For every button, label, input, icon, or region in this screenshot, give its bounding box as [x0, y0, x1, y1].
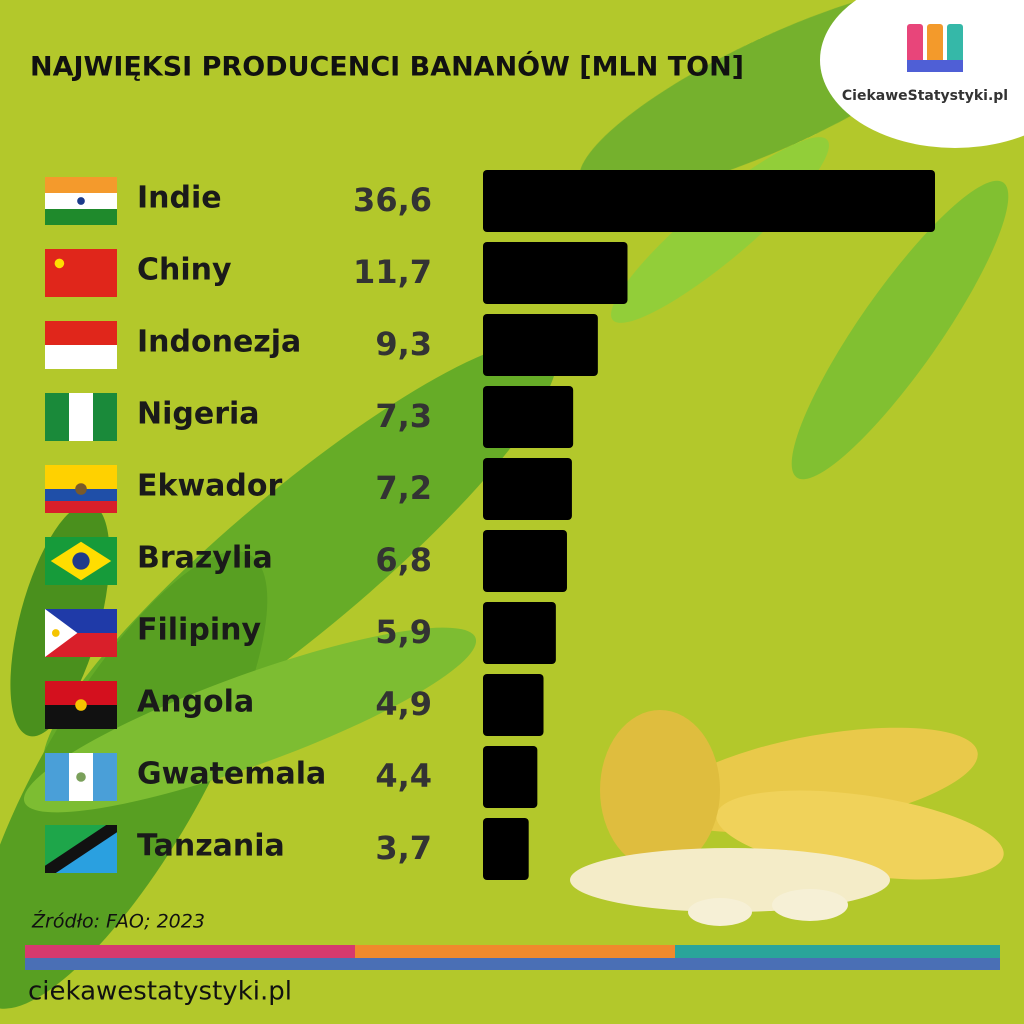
flag: [45, 753, 117, 801]
category-label: Brazylia: [137, 541, 273, 576]
flag-part: [45, 345, 117, 369]
flag-part: [45, 609, 78, 657]
flag-part: [45, 393, 69, 441]
category-label: Nigeria: [137, 397, 260, 432]
flag: [45, 681, 117, 729]
flag-part: [45, 753, 69, 801]
category-label: Gwatemala: [137, 757, 326, 792]
bar: [483, 242, 628, 304]
category-label: Indie: [137, 181, 222, 216]
flag-part: [77, 197, 85, 205]
category-label: Chiny: [137, 253, 232, 288]
flag-part: [45, 249, 117, 297]
bar: [483, 674, 544, 736]
flag-part: [45, 825, 117, 873]
flag-part: [45, 177, 117, 193]
flag: [45, 249, 117, 297]
flag-part: [93, 753, 117, 801]
logo-badge: [820, 0, 1024, 148]
flag: [45, 321, 117, 369]
value-label: 36,6: [353, 181, 432, 219]
bar: [483, 530, 567, 592]
category-label: Filipiny: [137, 613, 261, 648]
flag: [45, 177, 117, 225]
value-label: 11,7: [353, 253, 432, 291]
category-label: Tanzania: [137, 829, 285, 864]
bar: [483, 818, 529, 880]
bar: [483, 314, 598, 376]
flag-part: [45, 209, 117, 225]
value-label: 4,4: [375, 757, 432, 795]
stripe: [25, 945, 1000, 970]
flag-part: [75, 699, 87, 711]
flag: [45, 465, 117, 513]
value-label: 7,2: [375, 469, 432, 507]
value-label: 4,9: [375, 685, 432, 723]
footer-url: ciekawestatystyki.pl: [28, 977, 292, 1007]
flag-part: [72, 552, 90, 570]
bar: [483, 170, 935, 232]
logo-icon: [907, 24, 963, 72]
bar: [483, 458, 572, 520]
category-label: Ekwador: [137, 469, 282, 504]
bar: [483, 746, 538, 808]
category-label: Indonezja: [137, 325, 301, 360]
bananas: [570, 710, 1004, 926]
flag-part: [45, 501, 117, 513]
flag-part: [93, 393, 117, 441]
value-label: 5,9: [375, 613, 432, 651]
value-label: 9,3: [375, 325, 432, 363]
category-label: Angola: [137, 685, 254, 720]
chart-title: NAJWIĘKSI PRODUCENCI BANANÓW [MLN TON]: [30, 51, 744, 83]
flag: [45, 393, 117, 441]
flag-part: [51, 629, 60, 637]
value-label: 7,3: [375, 397, 432, 435]
flag-part: [45, 489, 117, 501]
flag-part: [76, 772, 86, 782]
flag: [45, 537, 117, 585]
value-label: 3,7: [375, 829, 432, 867]
value-label: 6,8: [375, 541, 432, 579]
flag-part: [45, 321, 117, 345]
bar: [483, 602, 556, 664]
flag: [45, 609, 117, 657]
flag-part: [75, 483, 87, 495]
flag: [45, 825, 117, 873]
bar: [483, 386, 574, 448]
source: Źródło: FAO; 2023: [31, 910, 205, 933]
flag-part: [69, 393, 93, 441]
flag-part: [54, 258, 65, 269]
logo-text: CiekaweStatystyki.pl: [842, 88, 1008, 104]
